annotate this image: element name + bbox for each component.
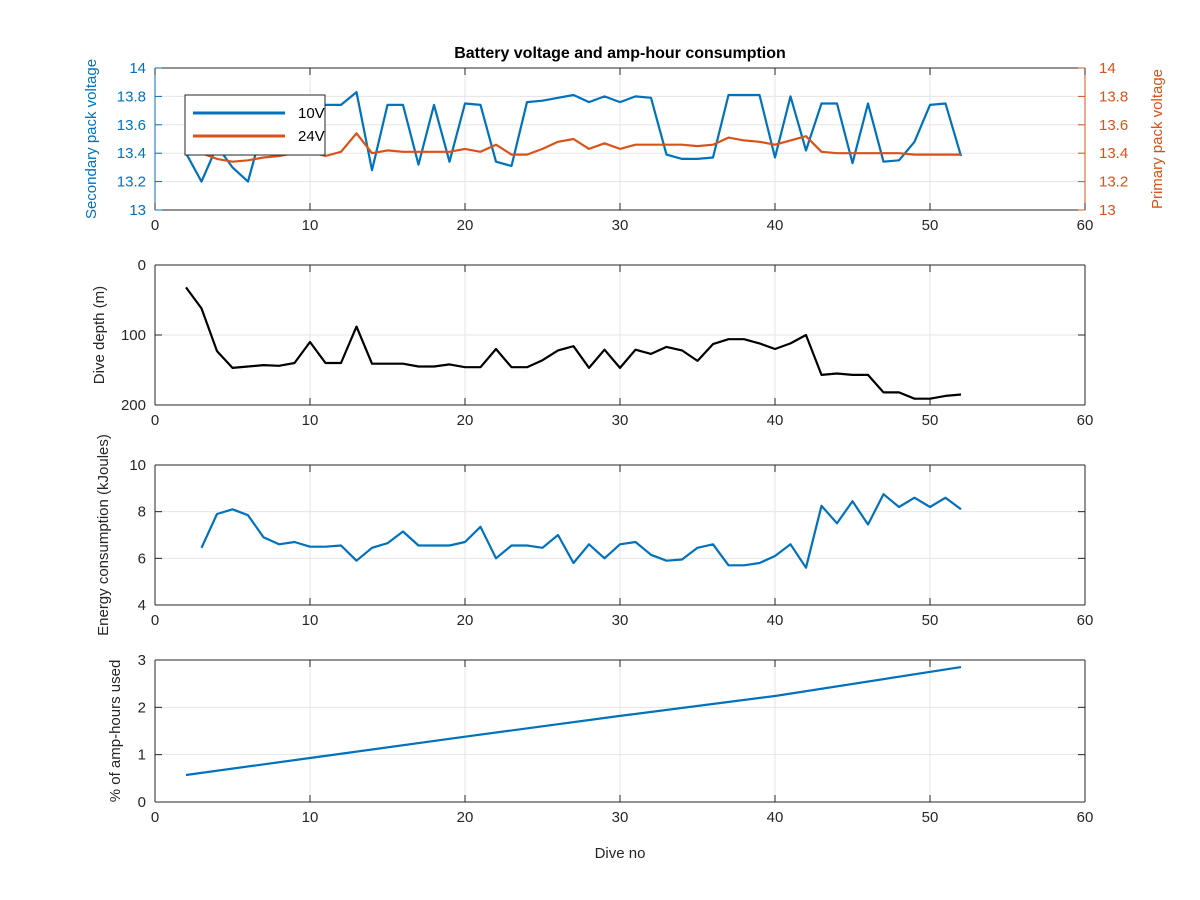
y-axis-label: Energy consumption (kJoules)	[95, 434, 112, 636]
x-tick-label: 30	[612, 612, 629, 629]
y-tick-label: 0	[138, 794, 146, 811]
y2-tick-label: 13.2	[1099, 174, 1128, 191]
legend-box	[184, 94, 326, 156]
y-tick-label: 4	[138, 597, 146, 614]
x-tick-label: 20	[457, 217, 474, 234]
y-tick-label: 13.8	[117, 88, 146, 105]
y2-tick-label: 13.4	[1099, 145, 1128, 162]
y-tick-label: 8	[138, 504, 146, 521]
y-tick-label: 100	[121, 327, 146, 344]
y-tick-label: 3	[138, 652, 146, 669]
x-tick-label: 50	[922, 809, 939, 826]
y2-tick-label: 14	[1099, 60, 1116, 77]
x-tick-label: 60	[1077, 809, 1094, 826]
x-tick-label: 40	[767, 217, 784, 234]
x-tick-label: 40	[767, 809, 784, 826]
x-tick-label: 40	[767, 612, 784, 629]
x-tick-label: 20	[457, 809, 474, 826]
panel-4: 0 10 20 30 40 50 60 0 1 2 3 % of amp-hours used	[107, 652, 1093, 826]
y-tick-label: 6	[138, 550, 146, 567]
panel-1: 0 10 20 30 40 50 60 13 13.2 13.4 13.6 13.8 14 13 13.2 1…	[83, 59, 1166, 234]
x-tick-label: 0	[151, 612, 159, 629]
x-tick-label: 50	[922, 412, 939, 429]
y-tick-label: 10	[129, 457, 146, 474]
figure-title: Battery voltage and amp-hour consumption	[454, 45, 786, 62]
x-tick-label: 60	[1077, 612, 1094, 629]
legend-label-10v: 10V	[298, 105, 325, 122]
y-tick-label: 13.4	[117, 145, 146, 162]
y2-tick-label: 13.6	[1099, 117, 1128, 134]
x-tick-label: 10	[302, 217, 319, 234]
x-tick-label: 0	[151, 809, 159, 826]
x-tick-label: 50	[922, 612, 939, 629]
legend-label-24v: 24V	[298, 128, 325, 145]
y-tick-label: 13.6	[117, 117, 146, 134]
y-axis-label: Dive depth (m)	[91, 286, 108, 384]
y-tick-label: 2	[138, 699, 146, 716]
y2-tick-label: 13	[1099, 202, 1116, 219]
x-tick-label: 20	[457, 412, 474, 429]
y-tick-label: 200	[121, 397, 146, 414]
y-tick-label: 14	[129, 60, 146, 77]
x-tick-label: 10	[302, 612, 319, 629]
y-tick-label: 1	[138, 747, 146, 764]
y-tick-label: 0	[138, 257, 146, 274]
y-tick-label: 13	[129, 202, 146, 219]
y2-axis-label: Primary pack voltage	[1149, 69, 1166, 209]
x-tick-label: 50	[922, 217, 939, 234]
series-line-p3	[200, 493, 962, 569]
x-tick-label: 10	[302, 809, 319, 826]
x-axis-label: Dive no	[595, 845, 646, 862]
y-axis-label: % of amp-hours used	[107, 660, 124, 803]
x-tick-label: 30	[612, 217, 629, 234]
y-axis-label: Secondary pack voltage	[83, 59, 100, 219]
x-tick-label: 0	[151, 412, 159, 429]
x-tick-label: 30	[612, 809, 629, 826]
y-tick-label: 13.2	[117, 174, 146, 191]
x-tick-label: 0	[151, 217, 159, 234]
panels: 0 10 20 30 40 50 601313.213.413.613.8141313.21…	[83, 59, 1166, 826]
panel-3: 0 10 20 30 40 50 60 4 6 8 10 Energy consumption (kJ…	[95, 434, 1093, 636]
x-tick-label: 60	[1077, 217, 1094, 234]
x-tick-label: 30	[612, 412, 629, 429]
x-tick-label: 20	[457, 612, 474, 629]
panel-2: 0 10 20 30 40 50 60 0 100 200 Dive depth (m)	[91, 257, 1093, 429]
series-line-p4	[185, 666, 962, 777]
x-tick-label: 60	[1077, 412, 1094, 429]
x-tick-label: 10	[302, 412, 319, 429]
y2-tick-label: 13.8	[1099, 88, 1128, 105]
x-tick-label: 40	[767, 412, 784, 429]
